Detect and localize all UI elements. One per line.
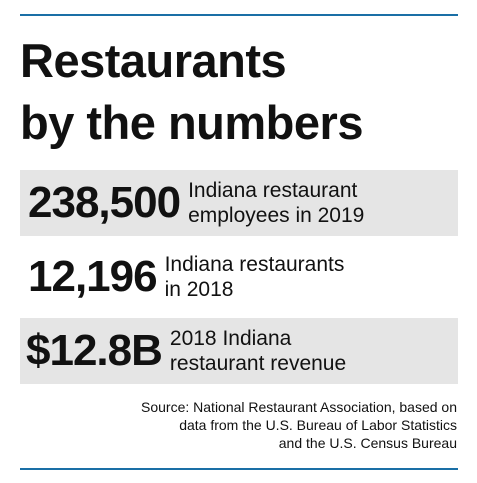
stat-row-restaurants: 12,196 Indiana restaurants in 2018 bbox=[20, 244, 458, 310]
stat-label-line-1: 2018 Indiana bbox=[169, 327, 292, 350]
stat-row-revenue: $12.8B 2018 Indiana restaurant revenue bbox=[20, 318, 458, 384]
source-line-2: data from the U.S. Bureau of Labor Stati… bbox=[179, 417, 457, 433]
stat-value: 12,196 bbox=[28, 252, 158, 301]
infographic-title: Restaurants by the numbers bbox=[20, 30, 460, 154]
stat-label-line-1: Indiana restaurant bbox=[188, 179, 358, 202]
source-line-1: Source: National Restaurant Association,… bbox=[141, 399, 457, 415]
stat-value: $12.8B bbox=[26, 326, 163, 375]
source-line-3: and the U.S. Census Bureau bbox=[278, 435, 457, 451]
stat-row-employees: 238,500 Indiana restaurant employees in … bbox=[20, 170, 458, 236]
source-note: Source: National Restaurant Association,… bbox=[37, 398, 457, 452]
stat-label: Indiana restaurant employees in 2019 bbox=[188, 178, 364, 228]
stat-value: 238,500 bbox=[28, 178, 181, 227]
stat-label-line-1: Indiana restaurants bbox=[164, 253, 345, 276]
bottom-rule bbox=[20, 468, 458, 470]
stat-label-line-2: in 2018 bbox=[164, 278, 234, 301]
title-line-1: Restaurants bbox=[20, 34, 287, 87]
stat-label: 2018 Indiana restaurant revenue bbox=[170, 326, 346, 376]
stat-label: Indiana restaurants in 2018 bbox=[165, 252, 345, 302]
title-line-2: by the numbers bbox=[20, 96, 363, 149]
top-rule bbox=[20, 14, 458, 16]
stat-label-line-2: restaurant revenue bbox=[169, 352, 347, 375]
stat-label-line-2: employees in 2019 bbox=[188, 204, 365, 227]
